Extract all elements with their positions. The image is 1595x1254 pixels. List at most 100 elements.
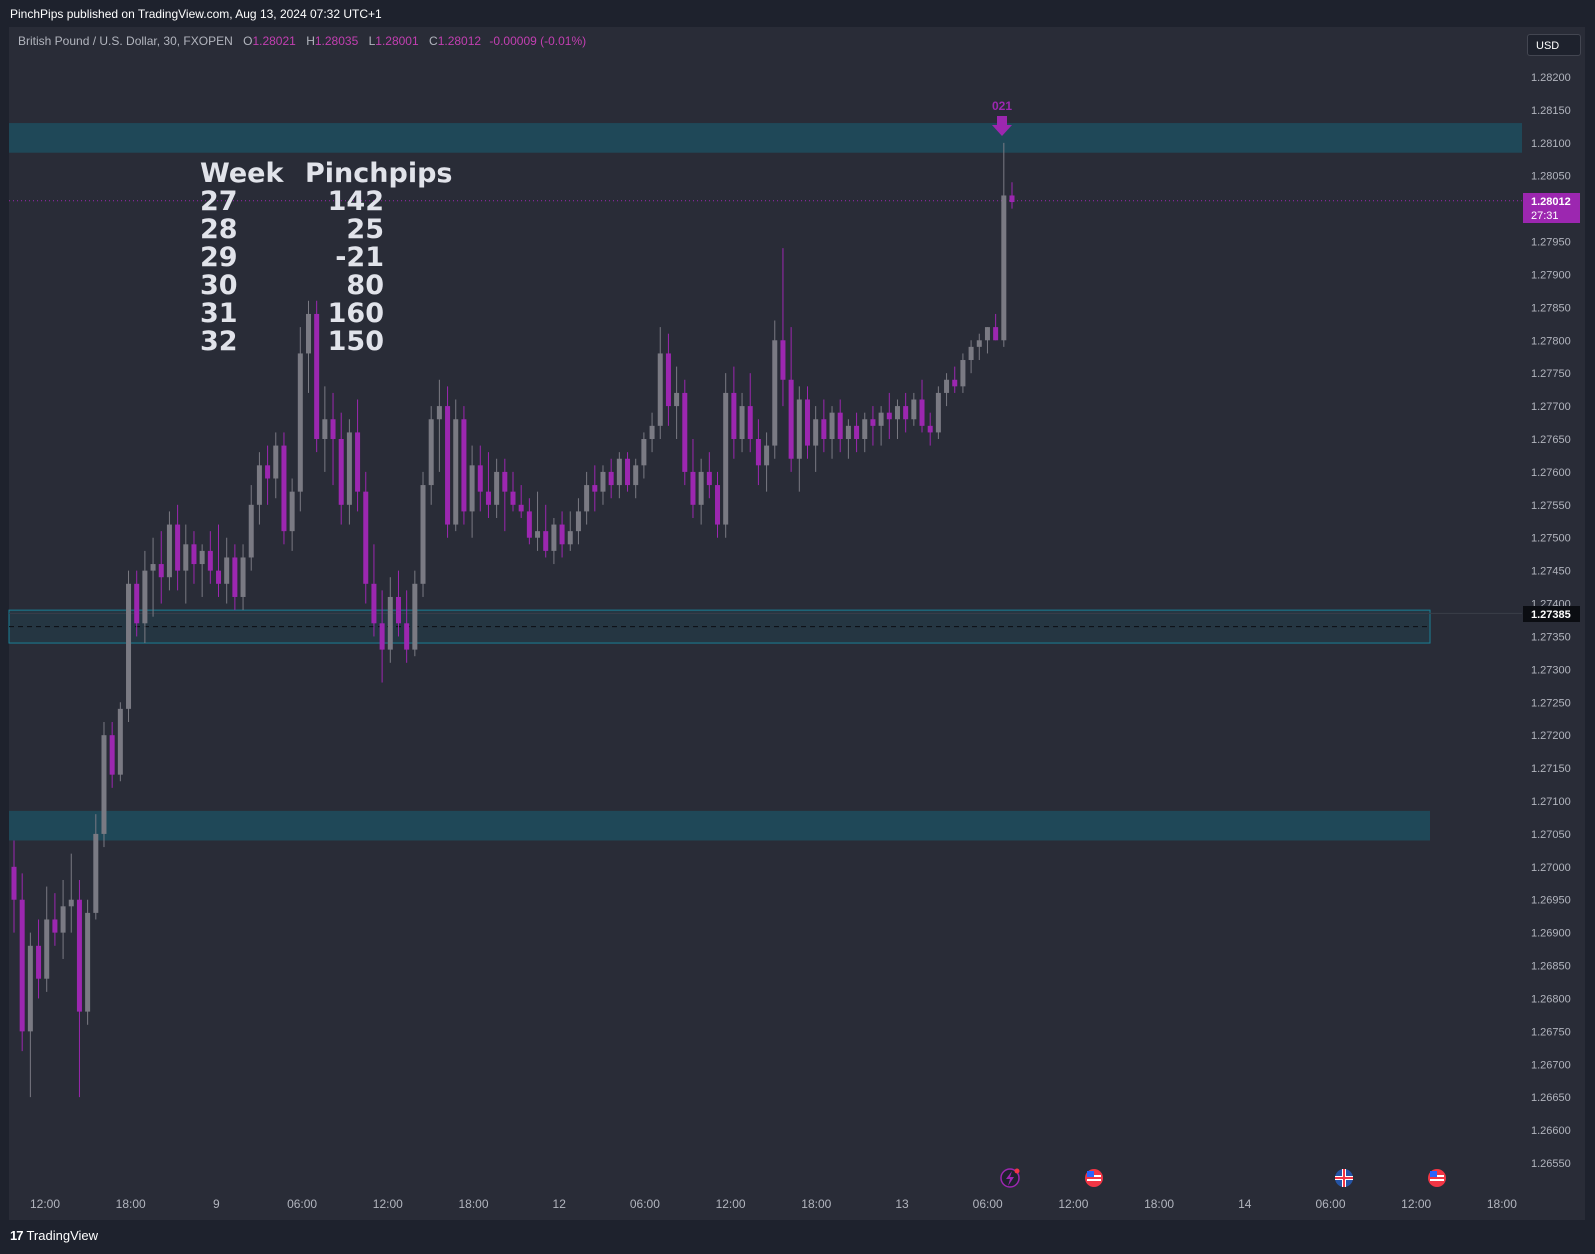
- week-cell: 29: [200, 242, 238, 273]
- low-label: L: [368, 34, 376, 48]
- time-tick-label: 12:00: [1401, 1197, 1431, 1211]
- time-tick-label: 12:00: [1058, 1197, 1088, 1211]
- candle-body: [273, 445, 279, 479]
- candle-body: [412, 583, 418, 650]
- time-tick-label: 06:00: [973, 1197, 1003, 1211]
- price-tick-label: 1.27300: [1531, 664, 1571, 676]
- price-tick-label: 1.27600: [1531, 467, 1571, 479]
- table-row: 27 142: [200, 188, 452, 216]
- tradingview-logo[interactable]: 17 TradingView: [10, 1228, 98, 1243]
- candle-body: [894, 406, 900, 420]
- week-cell: 31: [200, 298, 238, 329]
- candle-body: [461, 419, 467, 512]
- price-tick-label: 1.27650: [1531, 434, 1571, 446]
- candle-body: [764, 445, 770, 466]
- candle-body: [682, 392, 688, 472]
- candles-layer: [11, 142, 1015, 1098]
- candle-body: [690, 471, 696, 505]
- candle-body: [44, 919, 50, 979]
- price-axis: 1.28200 1.28150 1.28100 1.28050 1.27950 1.279…: [1531, 72, 1571, 1170]
- lightning-bolt-glyph: [1006, 1171, 1014, 1186]
- candle-body: [371, 583, 377, 624]
- candle-body: [314, 313, 320, 439]
- pips-cell: -21: [335, 242, 384, 273]
- candle-body: [158, 564, 164, 578]
- notification-dot: [1014, 1168, 1020, 1174]
- chart-panel[interactable]: [9, 27, 1585, 1220]
- candle-body: [175, 524, 181, 571]
- pips-cell: 150: [327, 326, 384, 357]
- candle-body: [731, 392, 737, 439]
- time-tick-label: 13: [895, 1197, 909, 1211]
- candle-body: [796, 399, 802, 459]
- candle-body: [101, 735, 107, 834]
- price-tags: 1.28012 27:31 1.27385: [1523, 193, 1580, 622]
- price-tick-label: 1.27900: [1531, 269, 1571, 281]
- candle-body: [698, 471, 704, 505]
- candle-body: [232, 557, 238, 597]
- candle-body: [207, 550, 213, 571]
- candle-body: [281, 445, 287, 532]
- weekly-results-table: Week Pinchpips 27 142 28 25 29 -21 30 80 31 1…: [200, 160, 452, 356]
- price-tick-label: 1.26950: [1531, 895, 1571, 907]
- candle-body: [755, 439, 761, 466]
- us-flag-icon[interactable]: [1428, 1169, 1446, 1187]
- table-row: 32 150: [200, 328, 452, 356]
- high-label: H: [306, 34, 315, 48]
- candle-body: [665, 353, 671, 407]
- time-tick-label: 12:00: [30, 1197, 60, 1211]
- change-value: -0.00009 (-0.01%): [489, 34, 587, 48]
- candle-body: [543, 531, 549, 551]
- price-tick-label: 1.27000: [1531, 862, 1571, 874]
- candle-body: [183, 544, 189, 571]
- price-tick-label: 1.27800: [1531, 335, 1571, 347]
- candle-body: [952, 379, 958, 387]
- pips-cell: 160: [327, 298, 384, 329]
- candle-body: [567, 531, 573, 545]
- last-price-tag: [1523, 193, 1580, 223]
- price-tick-label: 1.27250: [1531, 697, 1571, 709]
- candle-body: [85, 912, 91, 1012]
- week-cell: 30: [200, 270, 238, 301]
- candle-body: [199, 550, 205, 565]
- candle-body: [772, 340, 778, 446]
- candle-body: [502, 471, 508, 492]
- table-row: 30 80: [200, 272, 452, 300]
- candle-body: [870, 419, 876, 426]
- candle-body: [126, 583, 132, 709]
- time-tick-label: 12: [553, 1197, 567, 1211]
- pips-cell: 25: [346, 214, 384, 245]
- time-tick-label: 18:00: [116, 1197, 146, 1211]
- candle-body: [109, 735, 115, 775]
- price-tick-label: 1.27350: [1531, 631, 1571, 643]
- candle-body: [813, 419, 819, 446]
- signal-marker: 021: [992, 99, 1012, 136]
- price-tick-label: 1.28200: [1531, 72, 1571, 84]
- price-tick-label: 1.28150: [1531, 105, 1571, 117]
- us-flag-icon[interactable]: [1085, 1169, 1103, 1187]
- week-cell: 28: [200, 214, 238, 245]
- candle-body: [960, 360, 966, 387]
- low-value: 1.28001: [375, 34, 419, 48]
- currency-selector[interactable]: USD: [1527, 34, 1581, 56]
- candle-body: [363, 491, 369, 584]
- symbol-legend: British Pound / U.S. Dollar, 30, FXOPEN …: [18, 34, 586, 48]
- week-cell: 32: [200, 326, 238, 357]
- candle-body: [256, 465, 262, 505]
- candle-body: [52, 919, 58, 933]
- candle-body: [485, 491, 491, 505]
- high-value: 1.28035: [314, 34, 359, 48]
- candle-body: [935, 392, 941, 433]
- time-tick-label: 06:00: [630, 1197, 660, 1211]
- candle-body: [420, 485, 426, 584]
- time-tick-label: 18:00: [1487, 1197, 1517, 1211]
- price-tick-label: 1.28050: [1531, 171, 1571, 183]
- candle-body: [927, 425, 933, 433]
- candle-body: [911, 399, 917, 420]
- price-tick-label: 1.27150: [1531, 763, 1571, 775]
- pips-cell: 80: [346, 270, 384, 301]
- candle-body: [608, 471, 614, 486]
- uk-flag-icon[interactable]: [1335, 1169, 1353, 1187]
- candle-body: [445, 406, 451, 525]
